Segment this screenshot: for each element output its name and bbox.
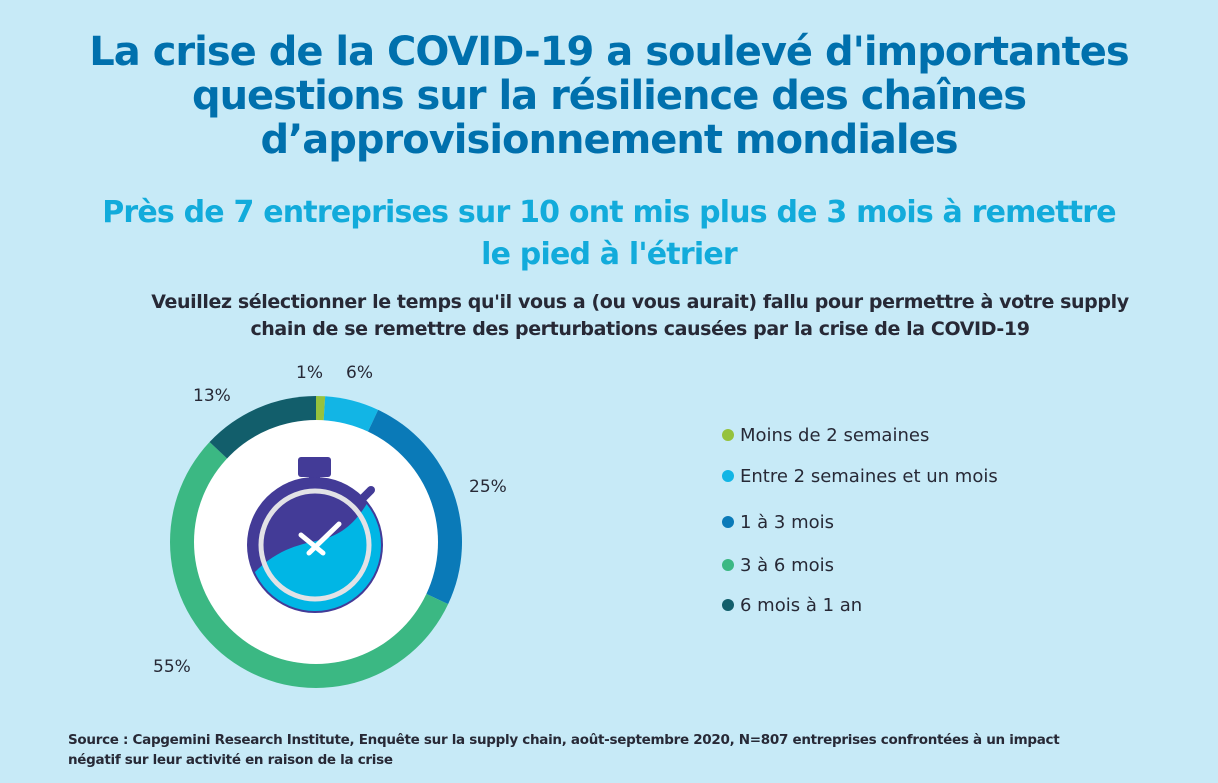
legend-item: 6 mois à 1 an <box>722 594 862 616</box>
legend-dot-icon <box>722 429 734 441</box>
legend-dot-icon <box>722 470 734 482</box>
legend-item: 1 à 3 mois <box>722 511 834 533</box>
legend-dot-icon <box>722 599 734 611</box>
legend-label: 3 à 6 mois <box>740 554 835 576</box>
data-label: 55% <box>153 657 191 677</box>
title-line: La crise de la COVID-19 a soulevé d'impo… <box>89 29 1129 75</box>
legend-label: Entre 2 semaines et un mois <box>740 465 998 487</box>
data-label: 25% <box>469 477 507 497</box>
legend-item: Entre 2 semaines et un mois <box>722 465 998 487</box>
source-note: Source : Capgemini Research Institute, E… <box>68 730 1168 770</box>
question-line: Veuillez sélectionner le temps qu'il vou… <box>151 291 1129 313</box>
question-line: chain de se remettre des perturbations c… <box>250 318 1030 340</box>
legend-item: Moins de 2 semaines <box>722 424 929 446</box>
data-label: 13% <box>193 386 231 406</box>
legend-dot-icon <box>722 559 734 571</box>
subtitle-line: le pied à l'étrier <box>481 237 738 272</box>
legend-label: Moins de 2 semaines <box>740 424 930 446</box>
title-line: d’approvisionnement mondiales <box>260 117 958 163</box>
legend-label: 1 à 3 mois <box>740 511 835 533</box>
source-line: négatif sur leur activité en raison de l… <box>68 752 393 768</box>
subtitle: Près de 7 entreprises sur 10 ont mis plu… <box>0 192 1218 276</box>
main-title: La crise de la COVID-19 a soulevé d'impo… <box>0 30 1218 162</box>
data-label: 6% <box>346 363 373 383</box>
legend-dot-icon <box>722 516 734 528</box>
survey-question: Veuillez sélectionner le temps qu'il vou… <box>60 289 1218 343</box>
legend-item: 3 à 6 mois <box>722 554 834 576</box>
data-label: 1% <box>296 363 323 383</box>
title-line: questions sur la résilience des chaînes <box>191 73 1027 119</box>
subtitle-line: Près de 7 entreprises sur 10 ont mis plu… <box>102 195 1116 230</box>
legend-label: 6 mois à 1 an <box>740 594 863 616</box>
source-line: Source : Capgemini Research Institute, E… <box>68 732 1060 748</box>
